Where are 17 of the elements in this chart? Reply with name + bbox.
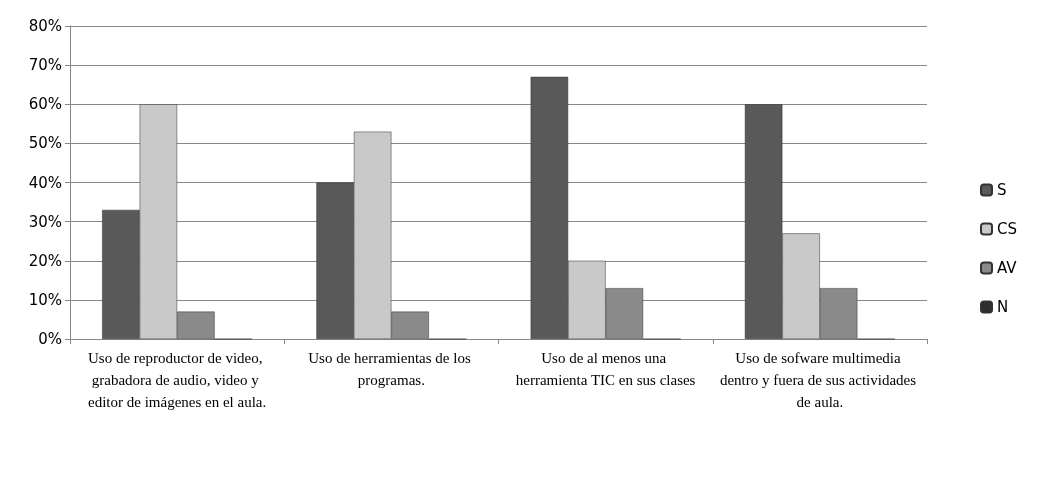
x-tick-label: Uso de sofware multimedia dentro y fuera de sus actividades de aula. bbox=[719, 350, 920, 410]
legend-label: AV bbox=[997, 259, 1018, 277]
x-tick-label: Uso de reproductor de video, grabadora de audio, video y editor de imágenes en el aula. bbox=[87, 350, 267, 410]
legend-label: CS bbox=[997, 220, 1017, 238]
y-tick-label: 20% bbox=[28, 251, 62, 270]
legend-label: N bbox=[997, 298, 1009, 316]
x-tick-label: Uso de herramientas de los programas. bbox=[308, 350, 475, 388]
y-tick-label: 50% bbox=[28, 134, 62, 153]
x-tick-label: Uso de al menos una herramienta TIC en sus clases bbox=[515, 350, 696, 388]
y-tick-label: 70% bbox=[28, 56, 62, 75]
legend-label: S bbox=[997, 181, 1007, 199]
y-tick-label: 0% bbox=[38, 330, 62, 348]
y-tick-label: 40% bbox=[28, 173, 62, 192]
y-tick-label: 30% bbox=[28, 212, 62, 231]
y-tick-label: 80% bbox=[28, 17, 62, 35]
y-tick-label: 60% bbox=[28, 95, 62, 114]
y-tick-label: 10% bbox=[28, 290, 62, 309]
